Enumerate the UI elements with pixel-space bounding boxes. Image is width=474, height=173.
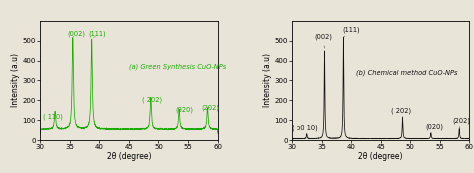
X-axis label: 2θ (degree): 2θ (degree) (358, 152, 403, 161)
Text: (b) Chemical method CuO-NPs: (b) Chemical method CuO-NPs (356, 69, 457, 76)
Text: ( 202): ( 202) (142, 96, 162, 103)
X-axis label: 2θ (degree): 2θ (degree) (107, 152, 151, 161)
Text: (202): (202) (453, 117, 471, 129)
Text: (020): (020) (425, 123, 443, 133)
Y-axis label: Intensity (a.u): Intensity (a.u) (11, 53, 20, 107)
Text: ( 110): ( 110) (43, 113, 63, 120)
Text: ( 202): ( 202) (391, 107, 411, 117)
Text: (002): (002) (67, 31, 85, 38)
Text: (111): (111) (342, 27, 360, 37)
Text: (002): (002) (314, 34, 332, 48)
Text: (111): (111) (89, 31, 106, 38)
Text: (202): (202) (201, 104, 219, 111)
Text: (020): (020) (175, 106, 193, 113)
Y-axis label: Intensity (a.u): Intensity (a.u) (263, 53, 272, 107)
Text: ( ᴐ0 10): ( ᴐ0 10) (292, 124, 318, 134)
Text: (a) Green Synthesis CuO-NPs: (a) Green Synthesis CuO-NPs (129, 63, 226, 70)
